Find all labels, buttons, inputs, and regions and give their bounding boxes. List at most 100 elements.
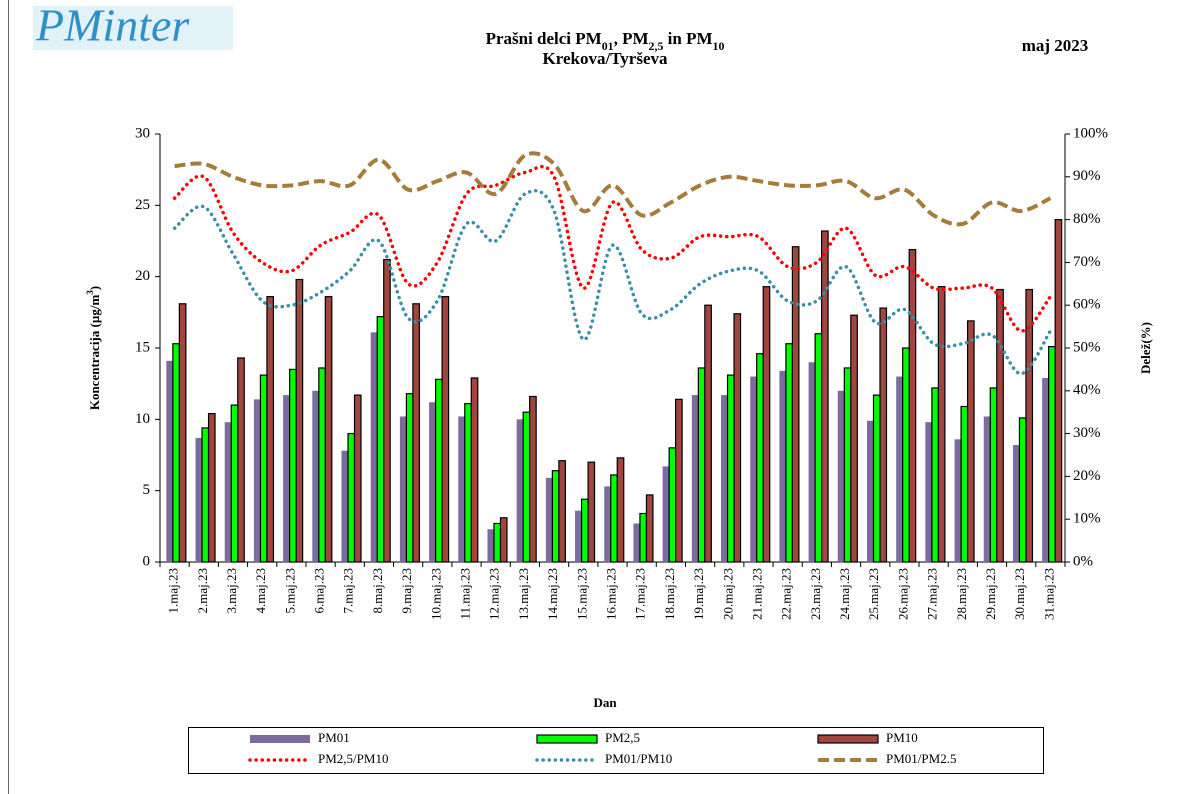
y2-tick-label: 30% (1073, 425, 1101, 441)
y2-tick-label: 50% (1073, 339, 1101, 355)
chart-title: Prašni delci PM01, PM2,5 in PM10 (486, 29, 725, 53)
y2-tick-label: 80% (1073, 211, 1101, 227)
y2-tick-label: 40% (1073, 382, 1101, 398)
x-tick-label: 8.maj.23 (370, 568, 385, 614)
legend-label: PM01/PM10 (605, 751, 672, 766)
bar (347, 433, 356, 563)
x-tick-label: 22.maj.23 (779, 568, 794, 620)
bar (522, 411, 531, 563)
bar (178, 303, 187, 563)
bar (295, 278, 304, 563)
bar (580, 498, 589, 563)
legend-swatch (536, 734, 598, 744)
y2-axis-label: Delež(%) (1138, 322, 1153, 374)
bar (750, 376, 757, 562)
x-tick-label: 21.maj.23 (749, 568, 764, 620)
bar (639, 512, 648, 563)
text-part: Koncentracija (µg/m (87, 295, 102, 411)
bar (779, 370, 786, 562)
x-tick-label: 6.maj.23 (312, 568, 327, 614)
bar (908, 248, 917, 563)
bar (896, 376, 903, 562)
bar (879, 307, 888, 563)
y-tick-label: 10 (135, 411, 150, 427)
chart-subtitle: Krekova/Tyrševa (543, 49, 668, 68)
legend-label: PM2,5/PM10 (318, 751, 388, 766)
bar (575, 510, 582, 562)
bar (289, 368, 297, 563)
text-part: ) (87, 286, 102, 290)
x-tick-label: 19.maj.23 (691, 568, 706, 620)
x-tick-label: 20.maj.23 (720, 568, 735, 620)
bar (989, 387, 998, 563)
bar (1025, 288, 1034, 563)
y-tick-label: 5 (143, 482, 151, 498)
text-part: 3 (85, 290, 95, 295)
text-part: in PM (663, 29, 712, 48)
x-tick-label: 13.maj.23 (516, 568, 531, 620)
bar (376, 316, 385, 563)
text-part: 01 (602, 39, 614, 53)
x-tick-label: 25.maj.23 (866, 568, 881, 620)
legend-swatch (250, 735, 310, 743)
y-tick-label: 0 (143, 553, 151, 569)
bar (383, 258, 391, 563)
y2-tick-label: 100% (1073, 125, 1108, 141)
x-tick-label: 7.maj.23 (341, 568, 356, 614)
bar (791, 246, 800, 563)
bar (499, 517, 508, 563)
bar (545, 477, 553, 562)
bar (1012, 445, 1020, 562)
bar (551, 470, 560, 563)
y-tick-label: 30 (135, 125, 150, 141)
bar (645, 494, 654, 563)
x-tick-label: 9.maj.23 (399, 568, 414, 614)
bar (721, 395, 728, 562)
bar (668, 447, 677, 563)
x-tick-label: 12.maj.23 (487, 568, 502, 620)
x-tick-label: 29.maj.23 (983, 568, 998, 620)
bar (558, 460, 566, 563)
bar (925, 422, 932, 562)
bar (166, 360, 173, 562)
x-tick-label: 31.maj.23 (1041, 568, 1056, 620)
bar (837, 390, 845, 562)
x-tick-label: 1.maj.23 (166, 568, 181, 614)
bar (983, 416, 991, 562)
text-part: Prašni delci PM (486, 29, 602, 48)
period: maj 2023 (1022, 36, 1089, 55)
bar (996, 288, 1004, 563)
x-tick-label: 28.maj.23 (954, 568, 969, 620)
text-part: 2,5 (649, 39, 664, 53)
bar (266, 296, 275, 563)
bar (201, 427, 210, 563)
bar (733, 313, 742, 563)
bar (312, 390, 319, 562)
bar (341, 450, 349, 562)
bar (324, 296, 333, 563)
x-tick-label: 17.maj.23 (633, 568, 648, 620)
legend-box (188, 727, 1044, 774)
bar (872, 394, 881, 563)
bar (487, 529, 494, 562)
x-tick-label: 11.maj.23 (458, 568, 473, 620)
logo-background (33, 6, 233, 50)
line (172, 189, 1053, 376)
bar (814, 333, 823, 563)
bar (662, 466, 670, 562)
bar (434, 378, 443, 563)
bar (633, 523, 640, 562)
bar (195, 437, 203, 562)
bar (1048, 345, 1056, 563)
x-tick-label: 14.maj.23 (545, 568, 560, 620)
x-tick-label: 30.maj.23 (1012, 568, 1027, 620)
y2-tick-label: 70% (1073, 254, 1101, 270)
bar (1054, 219, 1063, 563)
y-tick-label: 15 (135, 339, 150, 355)
bar (493, 522, 502, 563)
bar (587, 461, 596, 563)
bar (259, 374, 268, 563)
bar (224, 422, 232, 562)
